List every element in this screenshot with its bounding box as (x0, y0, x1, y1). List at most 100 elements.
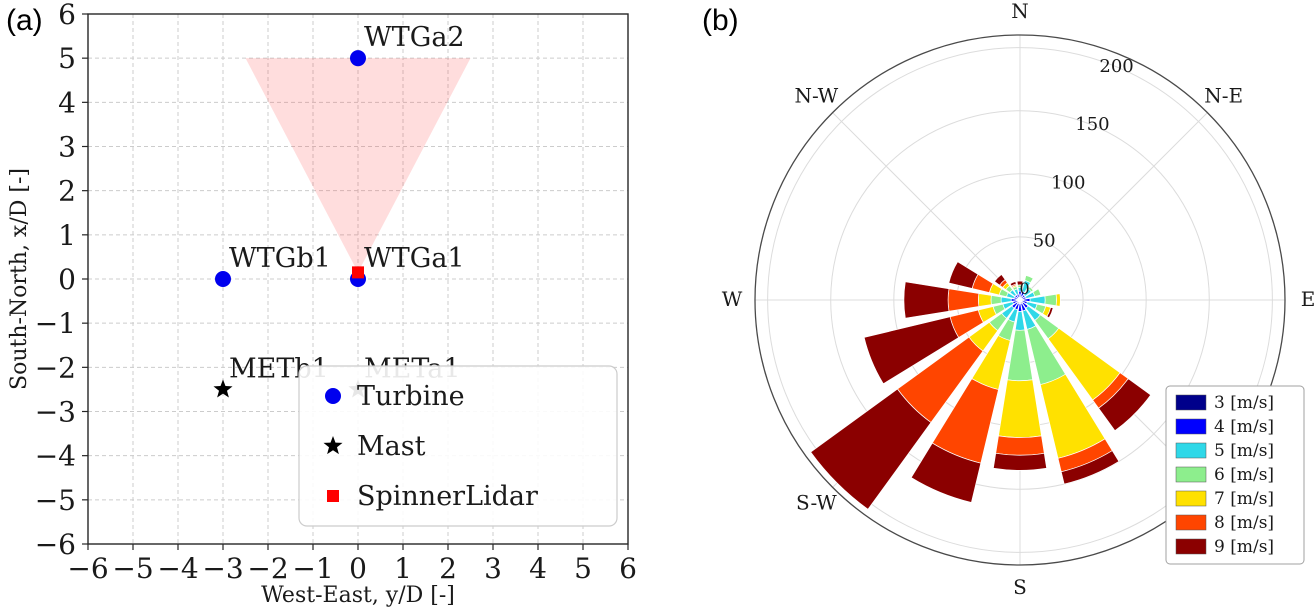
rose-sector-S-bin-8 (995, 435, 1045, 456)
radial-tick-label-50: 50 (1033, 231, 1056, 252)
legend-label-4: 4 [m/s] (1214, 417, 1274, 437)
legend-label-8: 8 [m/s] (1214, 513, 1274, 533)
rose-sector-SSW-bin-9 (910, 442, 982, 503)
rose-sector-W-bin-8 (947, 288, 980, 312)
legend-label-5: 5 [m/s] (1214, 441, 1274, 461)
x-tick-label: −4 (157, 552, 198, 585)
y-tick-label: −3 (35, 396, 76, 429)
y-tick-label: −6 (35, 528, 76, 561)
rose-sector-NW-bin-9 (993, 273, 1006, 286)
marker-wtga2 (350, 50, 366, 67)
point-label-wtgb1: WTGb1 (229, 243, 331, 274)
y-tick-label: 3 (58, 131, 76, 164)
direction-label-e: E (1301, 287, 1315, 311)
rose-sector-NE-bin-6 (1027, 286, 1034, 293)
rose-sector-W-bin-5 (1000, 296, 1012, 304)
rose-sector-W-bin-9 (903, 281, 950, 319)
legend-label-mast: Mast (357, 431, 426, 462)
speed-legend: 3 [m/s] 4 [m/s] 5 [m/s] 6 [m/s] 7 [m/s] 8 [m/… (1165, 385, 1305, 565)
legend-box (298, 365, 618, 527)
layout-plot: −6 −5 −4 −3 −2 −1 0 1 2 3 4 5 6−6−5−4−3−2−10123456We… (7, 0, 637, 608)
marker-wtgb1 (215, 271, 231, 287)
direction-label-n-e: N-E (1204, 83, 1243, 107)
rose-sector-S-bin-7 (998, 379, 1042, 438)
x-tick-label: −1 (292, 552, 333, 585)
legend-marker-spinnerlidar (327, 490, 339, 502)
lidar-scan-sector (245, 58, 471, 273)
x-axis-label: West-East, y/D [-] (261, 583, 455, 608)
spoke-line (832, 112, 1021, 301)
y-axis-label: South-North, x/D [-] (7, 168, 32, 390)
legend-label-9: 9 [m/s] (1214, 537, 1274, 557)
radial-tick-label-100: 100 (1051, 172, 1085, 193)
x-tick-label: 3 (484, 552, 502, 585)
legend-swatch-4 (1175, 418, 1207, 435)
rose-sector-E-bin-7 (1055, 293, 1061, 307)
y-tick-label: −1 (35, 307, 76, 340)
legend-swatch-6 (1175, 466, 1207, 483)
panel-b-label: (b) (702, 4, 739, 37)
legend-swatch-3 (1175, 394, 1207, 411)
polar-boundary (754, 34, 1286, 566)
direction-label-n-w: N-W (794, 83, 838, 107)
x-tick-label: −5 (112, 552, 153, 585)
y-tick-label: 0 (58, 263, 76, 296)
x-tick-label: 4 (529, 552, 547, 585)
rose-sector-SW-bin-9 (810, 388, 932, 510)
x-tick-label: −3 (202, 552, 243, 585)
legend-label-turbine: Turbine (357, 381, 465, 412)
y-tick-label: 2 (58, 175, 76, 208)
rose-sector-NNW-bin-9 (1009, 281, 1017, 287)
legend-swatch-5 (1175, 442, 1207, 459)
windrose-plot: N N-E E S S-W W N-W 50 100 150 200 0 3 [m/s] 4 [m/s] 5… (722, 0, 1315, 599)
marker-metb1 (213, 379, 233, 398)
direction-label-w: W (722, 287, 743, 311)
legend-label-6: 6 [m/s] (1214, 465, 1274, 485)
x-tick-label: 6 (619, 552, 637, 585)
y-tick-label: −5 (35, 484, 76, 517)
legend-swatch-8 (1175, 514, 1207, 531)
rose-bars (810, 261, 1152, 510)
radial-tick-label-200: 200 (1099, 56, 1133, 77)
rose-sector-NNE-bin-6 (1024, 275, 1034, 284)
rose-sector-ESE-bin-9 (1046, 306, 1054, 319)
point-label-wtga2: WTGa2 (364, 22, 465, 53)
y-tick-label: 5 (58, 42, 76, 75)
panel-a-label: (a) (6, 4, 43, 37)
legend-marker-mast (323, 436, 343, 455)
rose-sector-W-bin-7 (978, 293, 992, 307)
rose-sector-SE-bin-9 (1098, 378, 1152, 432)
x-tick-label: 2 (439, 552, 457, 585)
y-tick-label: 6 (58, 0, 76, 31)
rose-sector-N-bin-9 (1016, 280, 1024, 286)
rose-sector-WNW-bin-9 (948, 261, 979, 289)
legend-label-spinnerlidar: SpinnerLidar (357, 481, 538, 512)
legend-label-7: 7 [m/s] (1214, 489, 1274, 509)
point-label-wtga1: WTGa1 (364, 243, 465, 274)
direction-label-s: S (1013, 575, 1027, 599)
marker-spinnerlidar (352, 266, 364, 279)
radial-tick-label-150: 150 (1075, 114, 1109, 135)
rose-sector-E-bin-6 (1044, 293, 1057, 307)
x-tick-label: −2 (247, 552, 288, 585)
legend-label-3: 3 [m/s] (1214, 393, 1274, 413)
rose-sector-SSE-bin-9 (1060, 450, 1120, 485)
radial-tick-label-0: 0 (1019, 279, 1029, 298)
x-tick-label: −6 (67, 552, 108, 585)
rose-sector-S-bin-9 (992, 452, 1048, 471)
direction-label-n: N (1011, 0, 1029, 23)
y-tick-label: 1 (58, 219, 76, 252)
rose-sector-WSW-bin-9 (863, 316, 960, 385)
direction-label-s-w: S-W (796, 491, 837, 515)
y-tick-label: −4 (35, 440, 76, 473)
x-tick-label: 1 (394, 552, 412, 585)
legend: Turbine Mast SpinnerLidar (298, 365, 618, 527)
y-tick-label: −2 (35, 351, 76, 384)
x-tick-label: 5 (574, 552, 592, 585)
spoke-line (1019, 112, 1208, 301)
rose-sector-W-bin-6 (990, 295, 1002, 305)
legend-swatch-9 (1175, 538, 1207, 555)
y-tick-label: 4 (58, 86, 76, 119)
